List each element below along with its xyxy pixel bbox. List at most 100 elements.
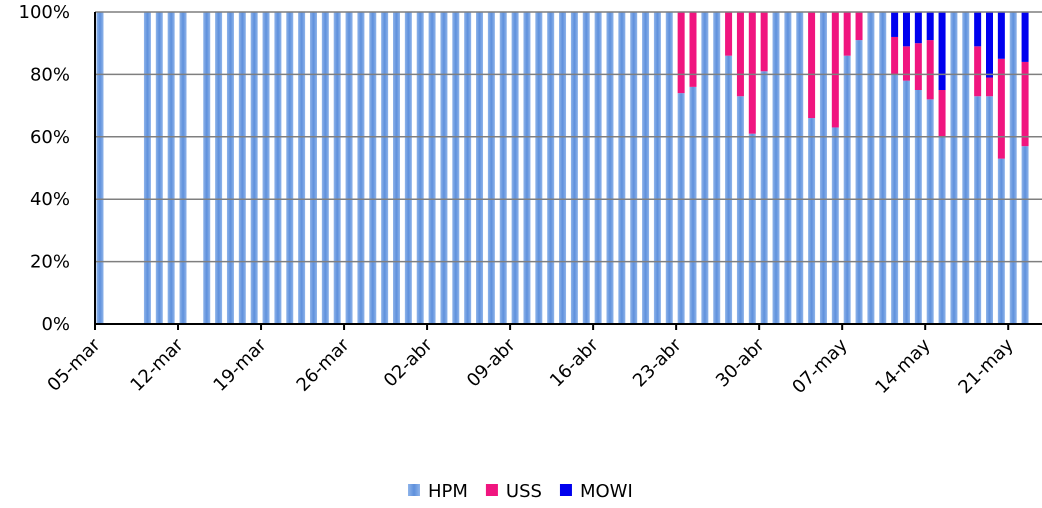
bar-segment (926, 99, 934, 324)
bar-segment (997, 158, 1005, 324)
bar-segment (997, 12, 1005, 59)
bar-segment (974, 46, 982, 97)
bar-segment (808, 118, 816, 324)
bar-segment (748, 133, 756, 324)
bar-segment (1009, 12, 1017, 324)
bar-segment (143, 12, 151, 324)
bar-segment (393, 12, 400, 324)
bar-segment (701, 12, 709, 324)
bar-segment (286, 12, 294, 324)
bar-segment (725, 55, 733, 325)
legend-label: HPM (428, 481, 468, 502)
bar-segment (736, 12, 744, 97)
bar-segment (1021, 146, 1029, 324)
x-tick-label: 21-may (954, 334, 1018, 398)
bar-segment (274, 12, 282, 324)
bar-segment (808, 12, 816, 119)
bar-segment (381, 12, 389, 324)
y-tick-label: 40% (30, 189, 70, 210)
bar-segment (404, 12, 412, 324)
bar-segment (1021, 12, 1029, 62)
legend-swatch (408, 484, 420, 496)
bar-segment (938, 12, 946, 90)
bar-segment (867, 12, 875, 324)
bar-segment (986, 12, 993, 78)
bar-segment (357, 12, 365, 324)
bar-segment (997, 58, 1005, 159)
bar-segment (570, 12, 578, 324)
bar-segment (452, 12, 460, 324)
bar-segment (914, 43, 922, 90)
x-tick-label: 02-abr (380, 334, 437, 391)
x-tick-label: 19-mar (209, 334, 270, 395)
bar-segment (321, 12, 329, 324)
bar-segment (677, 93, 685, 325)
bar-segment (713, 12, 721, 324)
bar-segment (831, 12, 839, 128)
bar-segment (902, 12, 910, 47)
bar-segment (914, 90, 922, 324)
legend-swatch (559, 484, 572, 496)
bar-segment (226, 12, 234, 324)
x-tick-label: 26-mar (293, 334, 354, 395)
y-tick-label: 20% (30, 252, 70, 273)
bar-segment (689, 86, 697, 324)
bar-segment (891, 12, 899, 37)
x-tick-label: 23-abr (629, 334, 686, 391)
bar-segment (926, 12, 934, 41)
x-tick-label: 14-may (871, 334, 935, 398)
bar-segment (819, 12, 827, 324)
bar-segment (464, 12, 472, 324)
bar-segment (262, 12, 270, 324)
legend-label: MOWI (580, 481, 633, 502)
bar-segment (618, 12, 626, 324)
bar-segment (594, 12, 602, 324)
bar-segment (535, 12, 543, 324)
legend-swatch (485, 484, 498, 496)
bar-segment (309, 12, 317, 324)
bar-segment (736, 96, 744, 325)
bar-segment (215, 12, 223, 324)
bar-segment (974, 96, 982, 325)
y-tick-label: 80% (30, 64, 70, 85)
bar-segment (167, 12, 175, 324)
x-tick-label: 07-may (788, 334, 852, 398)
bar-segment (298, 12, 306, 324)
bar-segment (416, 12, 424, 324)
bar-segment (665, 12, 673, 324)
bar-segment (748, 12, 756, 134)
bar-segment (96, 12, 104, 324)
bar-segment (879, 12, 887, 324)
bar-segment (333, 12, 341, 324)
bar-segment (1021, 61, 1029, 147)
bar-segment (902, 46, 910, 81)
bar-segment (476, 12, 484, 324)
bar-segment (914, 12, 922, 44)
x-tick-label: 30-abr (712, 334, 769, 391)
y-tick-label: 0% (41, 314, 70, 335)
bar-segment (547, 12, 555, 324)
x-tick-label: 05-mar (43, 334, 104, 395)
bar-segment (511, 12, 519, 324)
bar-segment (938, 136, 946, 324)
bar-segment (203, 12, 211, 324)
bar-segment (986, 96, 993, 325)
bar-segment (974, 12, 982, 47)
bar-segment (369, 12, 377, 324)
bar-segment (938, 90, 946, 137)
bar-segment (630, 12, 638, 324)
bar-segment (559, 12, 567, 324)
bar-segment (950, 12, 958, 324)
bar-segment (523, 12, 531, 324)
bar-segment (772, 12, 780, 324)
y-tick-label: 100% (19, 2, 70, 23)
bar-segment (440, 12, 448, 324)
x-tick-label: 16-abr (546, 334, 603, 391)
bar-segment (796, 12, 804, 324)
bar-segment (487, 12, 495, 324)
bar-segment (725, 12, 733, 56)
bar-segment (179, 12, 187, 324)
bar-segment (962, 12, 970, 324)
bar-segment (760, 71, 768, 324)
bar-segment (428, 12, 436, 324)
